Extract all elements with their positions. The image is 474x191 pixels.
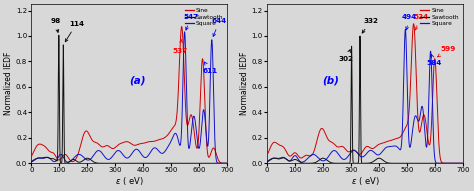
Text: 611: 611 — [202, 62, 218, 74]
Y-axis label: Normalized IEDF: Normalized IEDF — [240, 52, 249, 115]
Text: 547: 547 — [183, 15, 198, 30]
Text: 302: 302 — [339, 50, 354, 62]
Text: 114: 114 — [65, 21, 84, 42]
Text: 332: 332 — [362, 18, 378, 33]
Text: 584: 584 — [427, 55, 442, 66]
Y-axis label: Normalized IEDF: Normalized IEDF — [4, 52, 13, 115]
Text: 644: 644 — [212, 18, 227, 36]
Text: 537: 537 — [173, 40, 188, 53]
Text: 599: 599 — [438, 46, 456, 57]
Text: 524: 524 — [413, 15, 428, 30]
Text: (b): (b) — [322, 76, 339, 86]
Legend: Sine, Sawtooth, Square: Sine, Sawtooth, Square — [419, 7, 460, 27]
Text: 98: 98 — [50, 18, 61, 32]
X-axis label: $\varepsilon$ ( eV): $\varepsilon$ ( eV) — [115, 175, 144, 187]
X-axis label: $\varepsilon$ ( eV): $\varepsilon$ ( eV) — [351, 175, 379, 187]
Text: (a): (a) — [129, 76, 146, 86]
Text: 494: 494 — [402, 15, 417, 30]
Legend: Sine, Sawtooth, Square: Sine, Sawtooth, Square — [183, 7, 225, 27]
